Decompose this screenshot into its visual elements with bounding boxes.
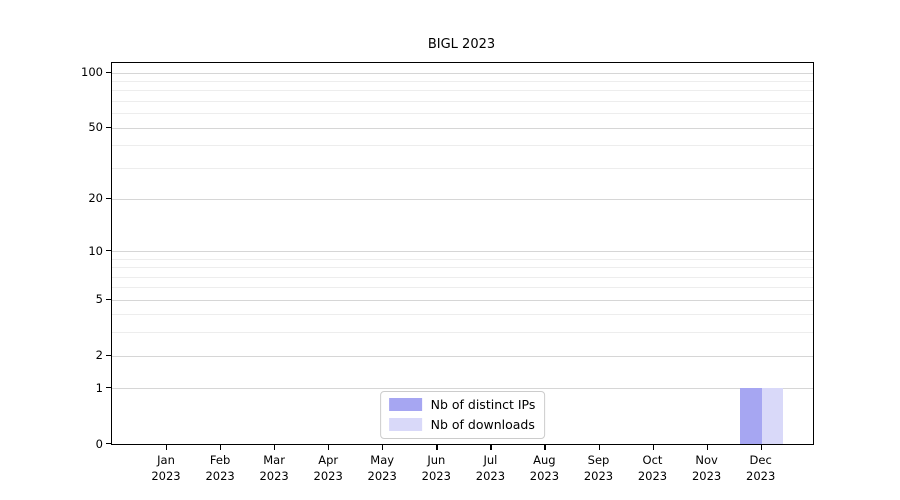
x-tick-mark-aug: [544, 444, 546, 450]
major-gridline-1: [112, 388, 813, 390]
x-tick-mark-dec: [760, 444, 762, 450]
legend-item-nb-of-distinct-ips: Nb of distinct IPs: [388, 397, 536, 412]
x-tick-mark-apr: [328, 444, 330, 450]
x-tick-label-dec: Dec 2023: [746, 453, 776, 484]
legend: Nb of distinct IPs Nb of downloads: [379, 391, 546, 439]
x-tick-mark-mar: [274, 444, 276, 450]
minor-gridline-80: [112, 90, 813, 92]
major-gridline-100: [112, 72, 813, 74]
x-tick-mark-nov: [706, 444, 708, 450]
x-tick-label-jun: Jun 2023: [421, 453, 451, 484]
x-tick-label-may: May 2023: [367, 453, 397, 484]
y-tick-label-20: 20: [88, 191, 103, 206]
minor-gridline-9: [112, 258, 813, 260]
minor-gridline-6: [112, 287, 813, 289]
y-tick-mark-5: [105, 298, 111, 301]
legend-label: Nb of downloads: [430, 417, 535, 432]
x-tick-mark-jun: [436, 444, 438, 450]
y-tick-label-50: 50: [88, 120, 103, 134]
y-tick-label-0: 0: [95, 436, 103, 451]
x-tick-label-sep: Sep 2023: [583, 453, 614, 484]
minor-gridline-4: [112, 314, 813, 316]
y-tick-label-100: 100: [81, 65, 103, 79]
x-tick-mark-feb: [220, 444, 222, 450]
x-tick-label-aug: Aug 2023: [529, 453, 560, 484]
y-tick-mark-2: [105, 354, 111, 356]
x-tick-mark-oct: [652, 444, 654, 450]
major-gridline-20: [112, 198, 813, 200]
plot-area: Nb of distinct IPs Nb of downloads: [111, 62, 814, 445]
x-tick-mark-jan: [166, 444, 168, 450]
y-tick-mark-10: [105, 250, 111, 252]
minor-gridline-30: [112, 167, 813, 169]
x-tick-mark-jul: [490, 444, 492, 450]
minor-gridline-60: [112, 113, 813, 115]
x-tick-label-jul: Jul 2023: [475, 453, 506, 484]
major-gridline-10: [112, 251, 813, 252]
x-tick-label-feb: Feb 2023: [205, 453, 235, 484]
minor-gridline-7: [112, 276, 813, 278]
x-tick-label-jan: Jan 2023: [151, 453, 181, 484]
x-tick-label-nov: Nov 2023: [691, 453, 722, 484]
legend-label: Nb of distinct IPs: [430, 397, 536, 412]
minor-gridline-90: [112, 80, 813, 82]
y-tick-mark-1: [105, 387, 111, 389]
minor-gridline-3: [112, 332, 813, 334]
minor-gridline-40: [112, 145, 813, 147]
x-tick-label-apr: Apr 2023: [313, 453, 343, 484]
y-tick-mark-20: [105, 197, 111, 200]
y-tick-label-1: 1: [95, 380, 103, 395]
bar-nb-of-downloads-dec: [761, 388, 784, 444]
major-gridline-2: [112, 355, 813, 357]
x-tick-label-oct: Oct 2023: [637, 453, 668, 484]
legend-swatch-icon: [388, 398, 422, 411]
y-tick-mark-0: [105, 443, 111, 445]
y-tick-mark-50: [105, 126, 111, 128]
x-tick-mark-may: [382, 444, 384, 450]
legend-swatch-icon: [388, 418, 422, 431]
y-tick-label-2: 2: [95, 348, 103, 363]
chart-title: BIGL 2023: [427, 37, 496, 52]
y-tick-label-5: 5: [95, 292, 103, 307]
major-gridline-50: [112, 127, 813, 129]
y-tick-label-10: 10: [88, 243, 103, 258]
x-tick-mark-sep: [598, 444, 600, 450]
x-tick-label-mar: Mar 2023: [259, 453, 289, 484]
y-tick-mark-100: [105, 71, 111, 73]
minor-gridline-8: [112, 267, 813, 269]
legend-item-nb-of-downloads: Nb of downloads: [388, 417, 536, 432]
minor-gridline-70: [112, 100, 813, 102]
major-gridline-5: [112, 299, 813, 301]
bar-nb-of-distinct-ips-dec: [740, 388, 762, 444]
